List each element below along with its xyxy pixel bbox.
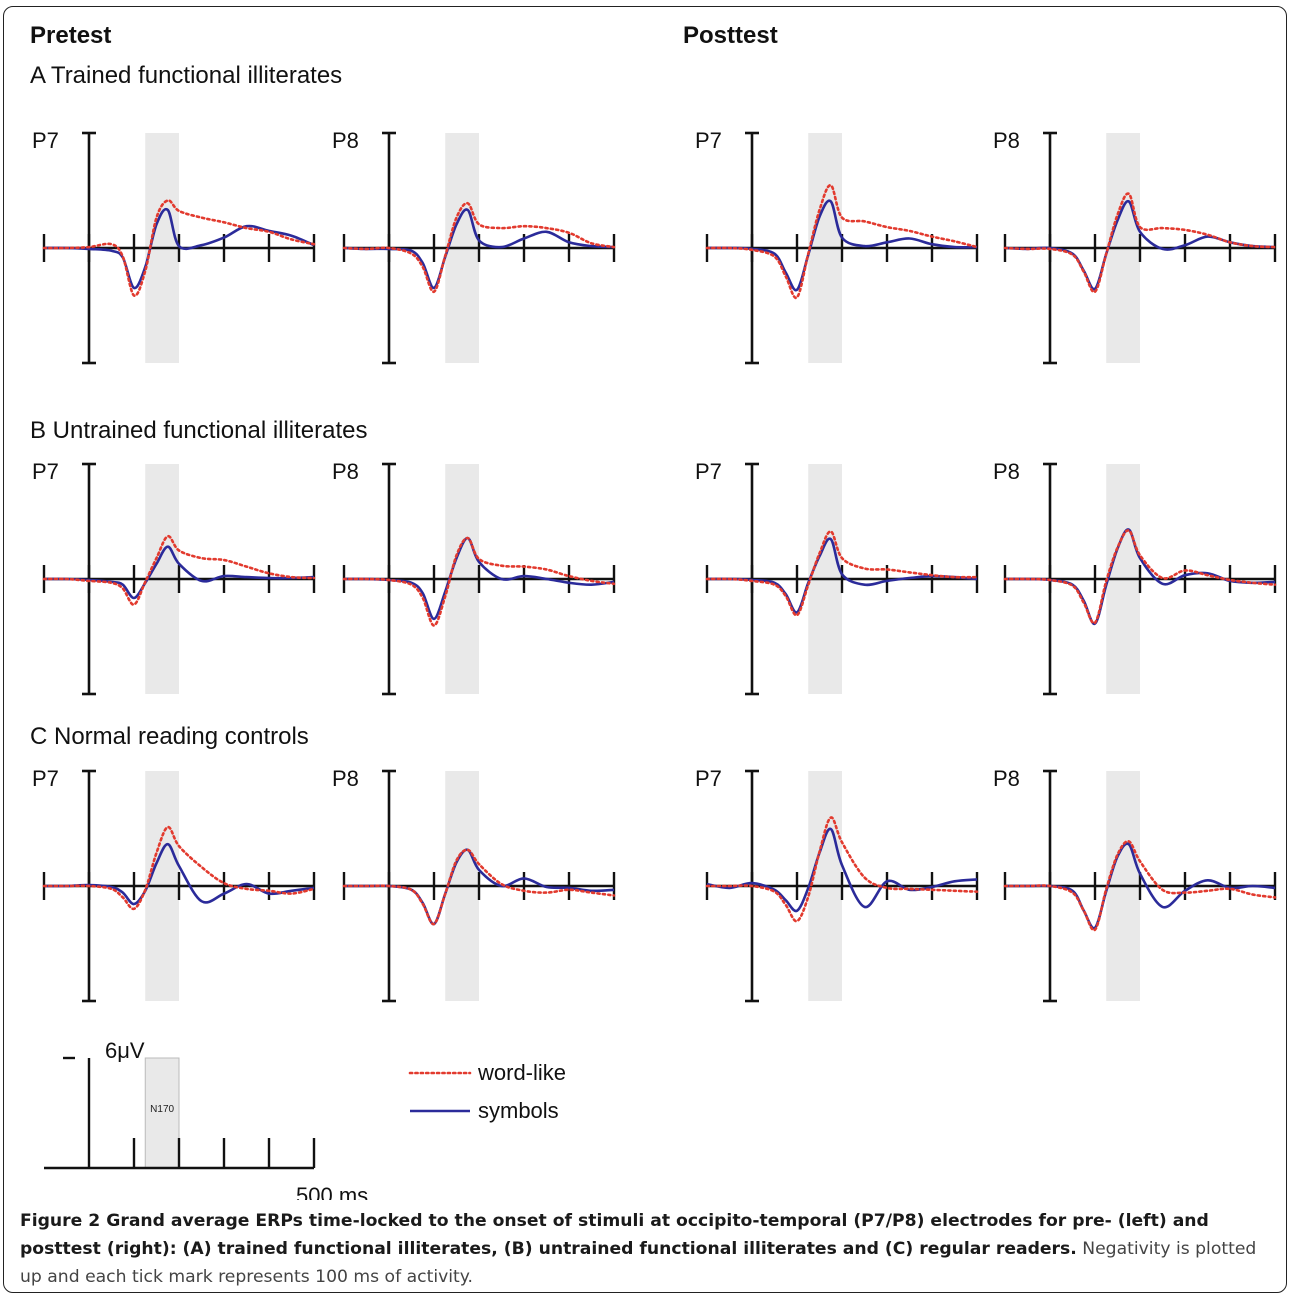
- caption-bold: Figure 2 Grand average ERPs time-locked …: [20, 1211, 1209, 1259]
- legend-word-like-label: word-like: [477, 1060, 566, 1085]
- word-like-waveform: [1003, 840, 1277, 932]
- electrode-label: P7: [32, 128, 59, 153]
- electrode-label: P7: [695, 128, 722, 153]
- erp-panel-b-pretest-p8: P8: [332, 459, 616, 696]
- erp-panel-c-pretest-p8: P8: [332, 766, 616, 1003]
- word-like-waveform: [705, 530, 979, 617]
- group-b-label: B Untrained functional illiterates: [30, 417, 368, 444]
- symbols-waveform: [706, 199, 978, 292]
- electrode-label: P8: [993, 766, 1020, 791]
- figure-caption: Figure 2 Grand average ERPs time-locked …: [20, 1207, 1270, 1291]
- word-like-waveform: [705, 184, 979, 300]
- legend: word-like symbols: [408, 1060, 566, 1123]
- electrode-label: P7: [32, 459, 59, 484]
- erp-panel-b-pretest-p7: P7: [32, 459, 316, 696]
- erp-panel-c-posttest-p7: P7: [695, 766, 979, 1003]
- caption-rest: Negativity is plotted up and each tick m…: [20, 1239, 1257, 1287]
- symbols-waveform: [43, 207, 315, 290]
- scale-bar-inset: N170 6μV 500 ms: [44, 1038, 368, 1200]
- word-like-waveform: [342, 201, 616, 294]
- word-like-waveform: [342, 848, 616, 926]
- word-like-waveform: [42, 199, 316, 297]
- header-posttest: Posttest: [683, 22, 778, 49]
- erp-panel-b-posttest-p8: P8: [993, 459, 1277, 696]
- scale-amplitude-label: 6μV: [105, 1038, 145, 1063]
- word-like-waveform: [42, 825, 316, 911]
- header-pretest: Pretest: [30, 22, 112, 49]
- erp-panel-c-pretest-p7: P7: [32, 766, 316, 1003]
- symbols-waveform: [43, 842, 315, 906]
- word-like-waveform: [42, 534, 316, 606]
- symbols-waveform: [706, 537, 978, 614]
- erp-panel-a-posttest-p7: P7: [695, 128, 979, 365]
- scale-time-label: 500 ms: [296, 1183, 368, 1200]
- word-like-waveform: [1003, 192, 1277, 294]
- n170-label: N170: [150, 1104, 174, 1115]
- erp-panel-c-posttest-p8: P8: [993, 766, 1277, 1003]
- electrode-label: P8: [993, 128, 1020, 153]
- legend-symbols-label: symbols: [478, 1098, 559, 1123]
- electrode-label: P8: [332, 459, 359, 484]
- group-c-label: C Normal reading controls: [30, 723, 309, 750]
- electrode-label: P8: [332, 128, 359, 153]
- electrode-label: P7: [32, 766, 59, 791]
- n170-window-sample: [144, 1057, 180, 1169]
- electrode-label: P7: [695, 766, 722, 791]
- figure-frame: [3, 6, 1287, 1293]
- word-like-waveform: [705, 816, 979, 923]
- electrode-label: P7: [695, 459, 722, 484]
- word-like-waveform: [342, 536, 616, 627]
- erp-panel-b-posttest-p7: P7: [695, 459, 979, 696]
- erp-figure: P7 P8 P7 P8 P7 P8 P7 P8 P7 P8 P7 P8 N170 6μV 500 ms wor…: [32, 128, 1277, 1200]
- electrode-label: P8: [993, 459, 1020, 484]
- group-a-label: A Trained functional illiterates: [30, 62, 343, 89]
- electrode-label: P8: [332, 766, 359, 791]
- erp-panel-a-posttest-p8: P8: [993, 128, 1277, 365]
- erp-panel-a-pretest-p7: P7: [32, 128, 316, 365]
- erp-panel-a-pretest-p8: P8: [332, 128, 616, 365]
- word-like-waveform: [1003, 529, 1277, 625]
